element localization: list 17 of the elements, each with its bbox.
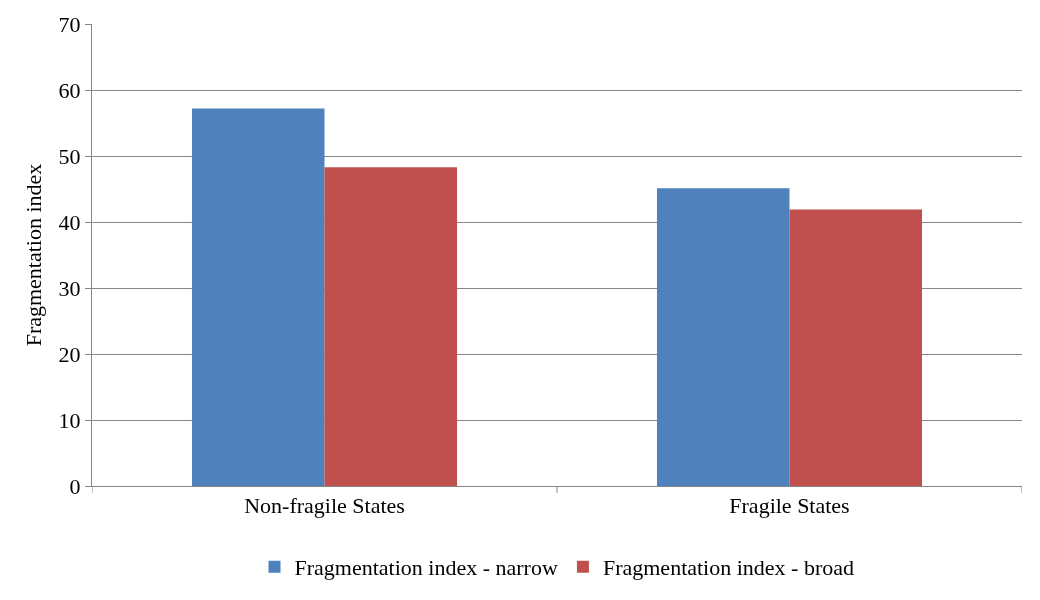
y-tick-label: 0 — [69, 473, 81, 499]
x-tick-label: Non-fragile States — [244, 493, 405, 519]
legend-label: Fragmentation index - narrow — [294, 555, 558, 581]
bar — [191, 108, 325, 486]
x-tick-label: Fragile States — [729, 493, 850, 519]
y-tick-label: 70 — [58, 11, 81, 37]
y-tick-label: 20 — [58, 341, 81, 367]
y-tick-label: 30 — [58, 275, 81, 301]
legend-label: Fragmentation index - broad — [602, 555, 855, 581]
bar — [656, 188, 790, 486]
y-tick-label: 50 — [58, 143, 81, 169]
bar — [789, 209, 923, 486]
y-tick-label: 10 — [58, 407, 81, 433]
y-axis-title: Fragmentation index — [21, 163, 47, 347]
bar — [324, 167, 458, 486]
y-tick-label: 60 — [58, 77, 81, 103]
y-tick-label: 40 — [58, 209, 81, 235]
